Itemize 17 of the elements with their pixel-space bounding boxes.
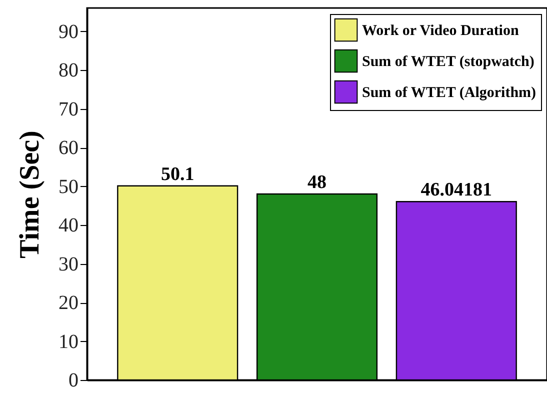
y-tick-label: 30 — [58, 253, 78, 276]
y-tick-label: 90 — [58, 20, 78, 43]
legend-label: Sum of WTET (stopwatch) — [362, 54, 534, 70]
legend-label: Sum of WTET (Algorithm) — [362, 85, 536, 101]
legend-label: Work or Video Duration — [362, 23, 520, 39]
y-tick-label: 10 — [58, 330, 78, 353]
y-tick-label: 0 — [68, 370, 78, 392]
data-label: 50.1 — [160, 164, 194, 185]
y-tick-label: 50 — [58, 176, 78, 198]
y-tick-label: 40 — [58, 214, 78, 236]
data-label: 46.04181 — [420, 180, 492, 201]
y-tick-label: 60 — [58, 137, 78, 159]
data-label: 48 — [308, 172, 326, 193]
y-tick-label: 80 — [58, 60, 78, 82]
y-tick-label: 20 — [58, 292, 78, 314]
y-tick-label: 70 — [58, 98, 78, 120]
y-axis-title: Time (Sec) — [14, 130, 46, 258]
